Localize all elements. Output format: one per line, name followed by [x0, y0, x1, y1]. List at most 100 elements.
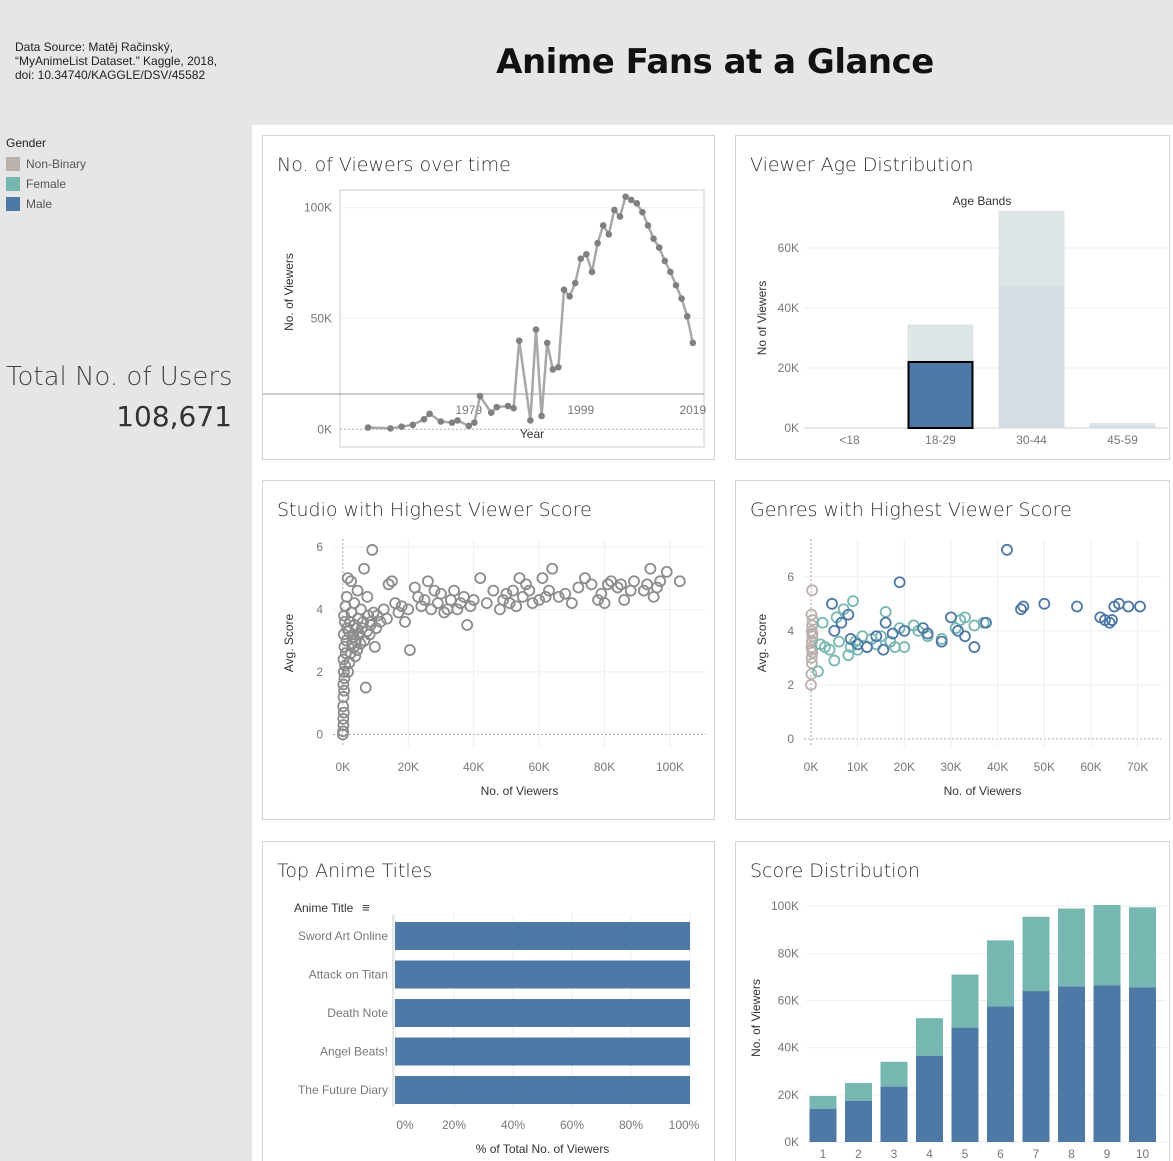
score-distribution-chart[interactable]: 0K 20K 40K 60K 80K 100K No. of Viewers 1 2 3 4 5 6 7 8…	[736, 842, 1170, 1161]
data-point	[504, 402, 512, 410]
y-tick-label: 2	[316, 665, 323, 679]
bar-female	[1022, 916, 1050, 992]
data-point	[661, 257, 669, 265]
data-point	[338, 672, 351, 685]
data-point	[945, 611, 957, 624]
data-point	[588, 268, 596, 276]
bar	[395, 1076, 690, 1104]
legend-swatch-non-binary	[6, 157, 20, 171]
data-point	[467, 594, 480, 606]
data-point	[399, 615, 411, 628]
data-point	[1001, 543, 1013, 556]
data-point	[351, 644, 364, 656]
data-point	[599, 222, 607, 229]
data-point	[618, 594, 631, 606]
legend-label: Male	[26, 197, 53, 211]
data-point	[875, 630, 887, 643]
data-point	[367, 606, 380, 619]
data-point	[689, 339, 697, 347]
data-point	[474, 572, 487, 584]
data-point	[428, 584, 441, 597]
data-point	[461, 619, 474, 631]
legend-item-non-binary[interactable]: Non-Binary	[6, 154, 86, 174]
y-axis-title: No. of Viewers	[282, 253, 296, 331]
data-point	[337, 725, 350, 738]
data-point	[577, 255, 585, 262]
y-axis-title: Avg. Score	[282, 613, 296, 672]
data-point	[448, 584, 460, 597]
x-tick-label: 4	[926, 1147, 933, 1161]
data-point	[611, 206, 618, 214]
top-titles-chart[interactable]: Anime Title ≡ Sword Art Online Attack on Ti…	[263, 842, 715, 1161]
bar-female	[987, 940, 1014, 1007]
legend-item-male[interactable]: Male	[6, 194, 86, 214]
data-point	[816, 616, 829, 629]
y-tick-label: 100K	[771, 899, 799, 913]
bar-male	[1022, 991, 1050, 1142]
bar-male	[1129, 987, 1156, 1142]
data-point	[1106, 614, 1118, 626]
data-point	[980, 616, 992, 629]
y-tick-label: 60K	[778, 993, 799, 1007]
legend-swatch-male	[6, 197, 20, 211]
y-axis-title: Avg. Score	[755, 613, 769, 672]
data-point	[828, 654, 841, 667]
data-point	[667, 268, 674, 276]
legend-item-female[interactable]: Female	[6, 174, 86, 194]
bar-female	[951, 974, 979, 1028]
data-point	[513, 572, 526, 584]
bar-male	[951, 1027, 979, 1142]
data-point	[435, 587, 447, 600]
data-point	[349, 650, 362, 663]
data-point	[510, 404, 517, 412]
x-tick-label: 3	[891, 1147, 898, 1161]
data-point	[402, 603, 415, 616]
data-point	[351, 584, 364, 597]
bar-female	[1129, 907, 1156, 988]
data-point	[527, 417, 534, 424]
data-point	[1017, 600, 1030, 613]
x-tick-label: 18-29	[925, 433, 956, 447]
data-point	[842, 608, 855, 621]
data-point	[345, 575, 357, 588]
data-point	[639, 208, 646, 216]
data-point	[1134, 600, 1146, 613]
data-point	[532, 326, 540, 333]
x-tick-label: 7	[1033, 1147, 1040, 1161]
data-point	[476, 392, 484, 400]
x-tick-label: 20%	[442, 1118, 466, 1132]
bar-female	[916, 1018, 943, 1056]
x-tick-label: 40%	[501, 1118, 525, 1132]
data-point	[633, 199, 641, 207]
data-point	[464, 600, 477, 613]
data-point	[847, 595, 859, 608]
x-axis-title: No. of Viewers	[944, 784, 1022, 798]
data-point	[835, 616, 848, 629]
age-distribution-chart[interactable]: Age Bands 0K 20K 40K 60K No of Viewers <18 18-2…	[736, 136, 1170, 460]
panel-title: Studio with Highest Viewer Score	[277, 499, 592, 521]
bar-female	[845, 1083, 872, 1101]
source-line-1: Data Source: Matěj Račinský,	[15, 40, 174, 54]
data-point	[493, 403, 501, 411]
x-tick-label: 2	[855, 1147, 862, 1161]
data-point	[539, 590, 552, 603]
data-point	[337, 712, 350, 725]
x-axis-title: Year	[520, 427, 544, 441]
data-point	[1103, 616, 1116, 629]
data-point	[654, 575, 667, 588]
data-point	[644, 222, 652, 229]
category-label: Sword Art Online	[298, 929, 388, 943]
x-tick-label: 1	[820, 1147, 827, 1161]
data-point	[1122, 600, 1135, 613]
data-point	[1038, 597, 1051, 610]
data-point	[627, 196, 635, 204]
panel-viewers-over-time: No. of Viewers over time 0K 50K 100K 1979 19…	[262, 135, 715, 460]
data-point	[409, 421, 417, 429]
data-point	[959, 611, 971, 624]
data-point	[833, 635, 845, 648]
data-point	[438, 606, 451, 619]
data-point	[538, 412, 545, 420]
